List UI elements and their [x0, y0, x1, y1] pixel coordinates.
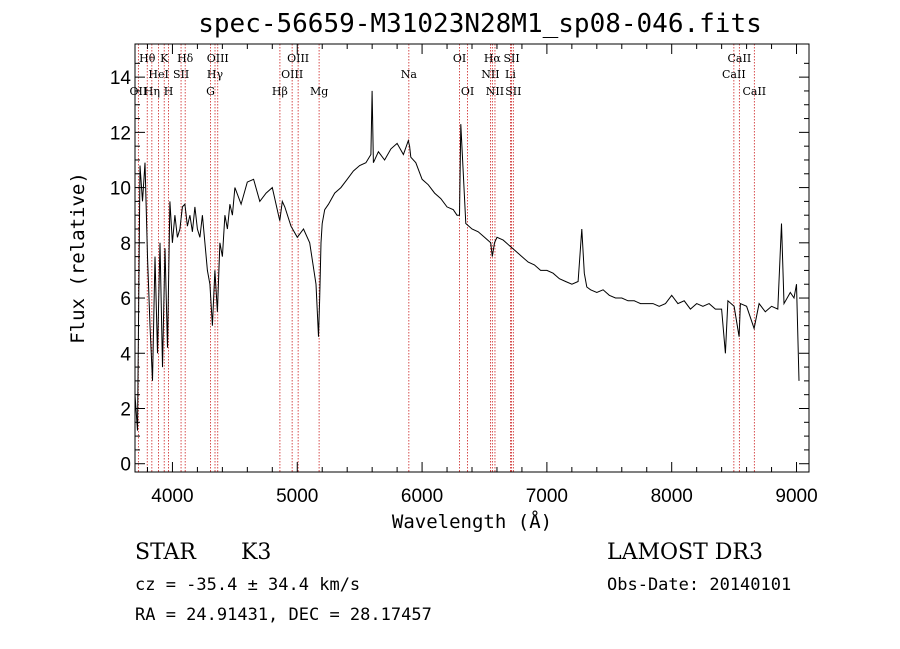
x-tick-label: 8000: [651, 486, 693, 507]
x-axis-ticks: 4000 5000 6000 7000 8000 9000: [146, 44, 818, 507]
y-tick-label: 8: [120, 234, 131, 255]
y-tick-label: 4: [120, 344, 131, 365]
emission-line-label: Hα: [484, 52, 502, 65]
emission-line-label: CaII: [742, 85, 766, 98]
x-tick-label: 7000: [526, 486, 568, 507]
emission-line-label: HeI: [148, 68, 168, 81]
emission-line-label: CaII: [728, 52, 752, 65]
plot-frame: [134, 43, 810, 473]
emission-line-label: Hθ: [139, 52, 156, 65]
observation-date: Obs-Date: 20140101: [607, 575, 791, 595]
emission-line-label: Li: [505, 68, 516, 81]
y-tick-label: 0: [120, 455, 131, 476]
emission-line-label: Hγ: [207, 68, 224, 81]
emission-line-label: Hβ: [272, 85, 288, 98]
emission-line-label: OI: [461, 85, 474, 98]
object-subclass: K3: [241, 540, 271, 565]
emission-line-label: Mg: [310, 85, 328, 98]
coordinates-info: RA = 24.91431, DEC = 28.17457: [135, 605, 432, 625]
x-tick-label: 4000: [151, 486, 193, 507]
redshift-info: cz = -35.4 ± 34.4 km/s: [135, 575, 360, 595]
emission-line-label: H: [164, 85, 174, 98]
object-class: STAR: [135, 540, 197, 565]
emission-line-label: NII: [481, 68, 499, 81]
emission-line-label: SII: [173, 68, 189, 81]
chart-title: spec-56659-M31023N28M1_sp08-046.fits: [198, 9, 762, 39]
y-axis-label: Flux (relative): [67, 172, 89, 344]
emission-line-label: OIII: [287, 52, 309, 65]
emission-line-label: OIII: [207, 52, 229, 65]
emission-line-label: OII: [130, 85, 148, 98]
emission-line-label: SII: [505, 85, 521, 98]
y-tick-label: 14: [110, 68, 132, 89]
emission-line-label: G: [206, 85, 215, 98]
y-tick-label: 6: [120, 289, 131, 310]
y-tick-label: 10: [110, 179, 131, 200]
spectrum-line: [134, 90, 800, 431]
emission-line-label: Hη: [144, 85, 160, 98]
x-tick-label: 9000: [775, 486, 817, 507]
survey-name: LAMOST DR3: [607, 540, 763, 565]
emission-line-label: OI: [453, 52, 466, 65]
emission-line-label: Hδ: [177, 52, 194, 65]
emission-line-label: OIII: [281, 68, 303, 81]
emission-line-label: CaII: [722, 68, 746, 81]
emission-line-labels: OII Hθ Hη HeI K SII H Hδ G Hγ OIII Hβ OIII OIII Mg Na OI…: [130, 52, 767, 98]
emission-line-markers: [137, 44, 755, 472]
y-axis-ticks: 0 2 4 6 8 10 12 14: [110, 62, 809, 476]
emission-line-label: SII: [503, 52, 519, 65]
y-tick-label: 2: [120, 399, 131, 420]
emission-line-label: K: [160, 52, 169, 65]
x-tick-label: 5000: [276, 486, 318, 507]
x-axis-label: Wavelength (Å): [392, 510, 552, 533]
y-tick-label: 12: [110, 123, 131, 144]
x-tick-label: 6000: [401, 486, 443, 507]
emission-line-label: NII: [486, 85, 504, 98]
emission-line-label: Na: [401, 68, 418, 81]
